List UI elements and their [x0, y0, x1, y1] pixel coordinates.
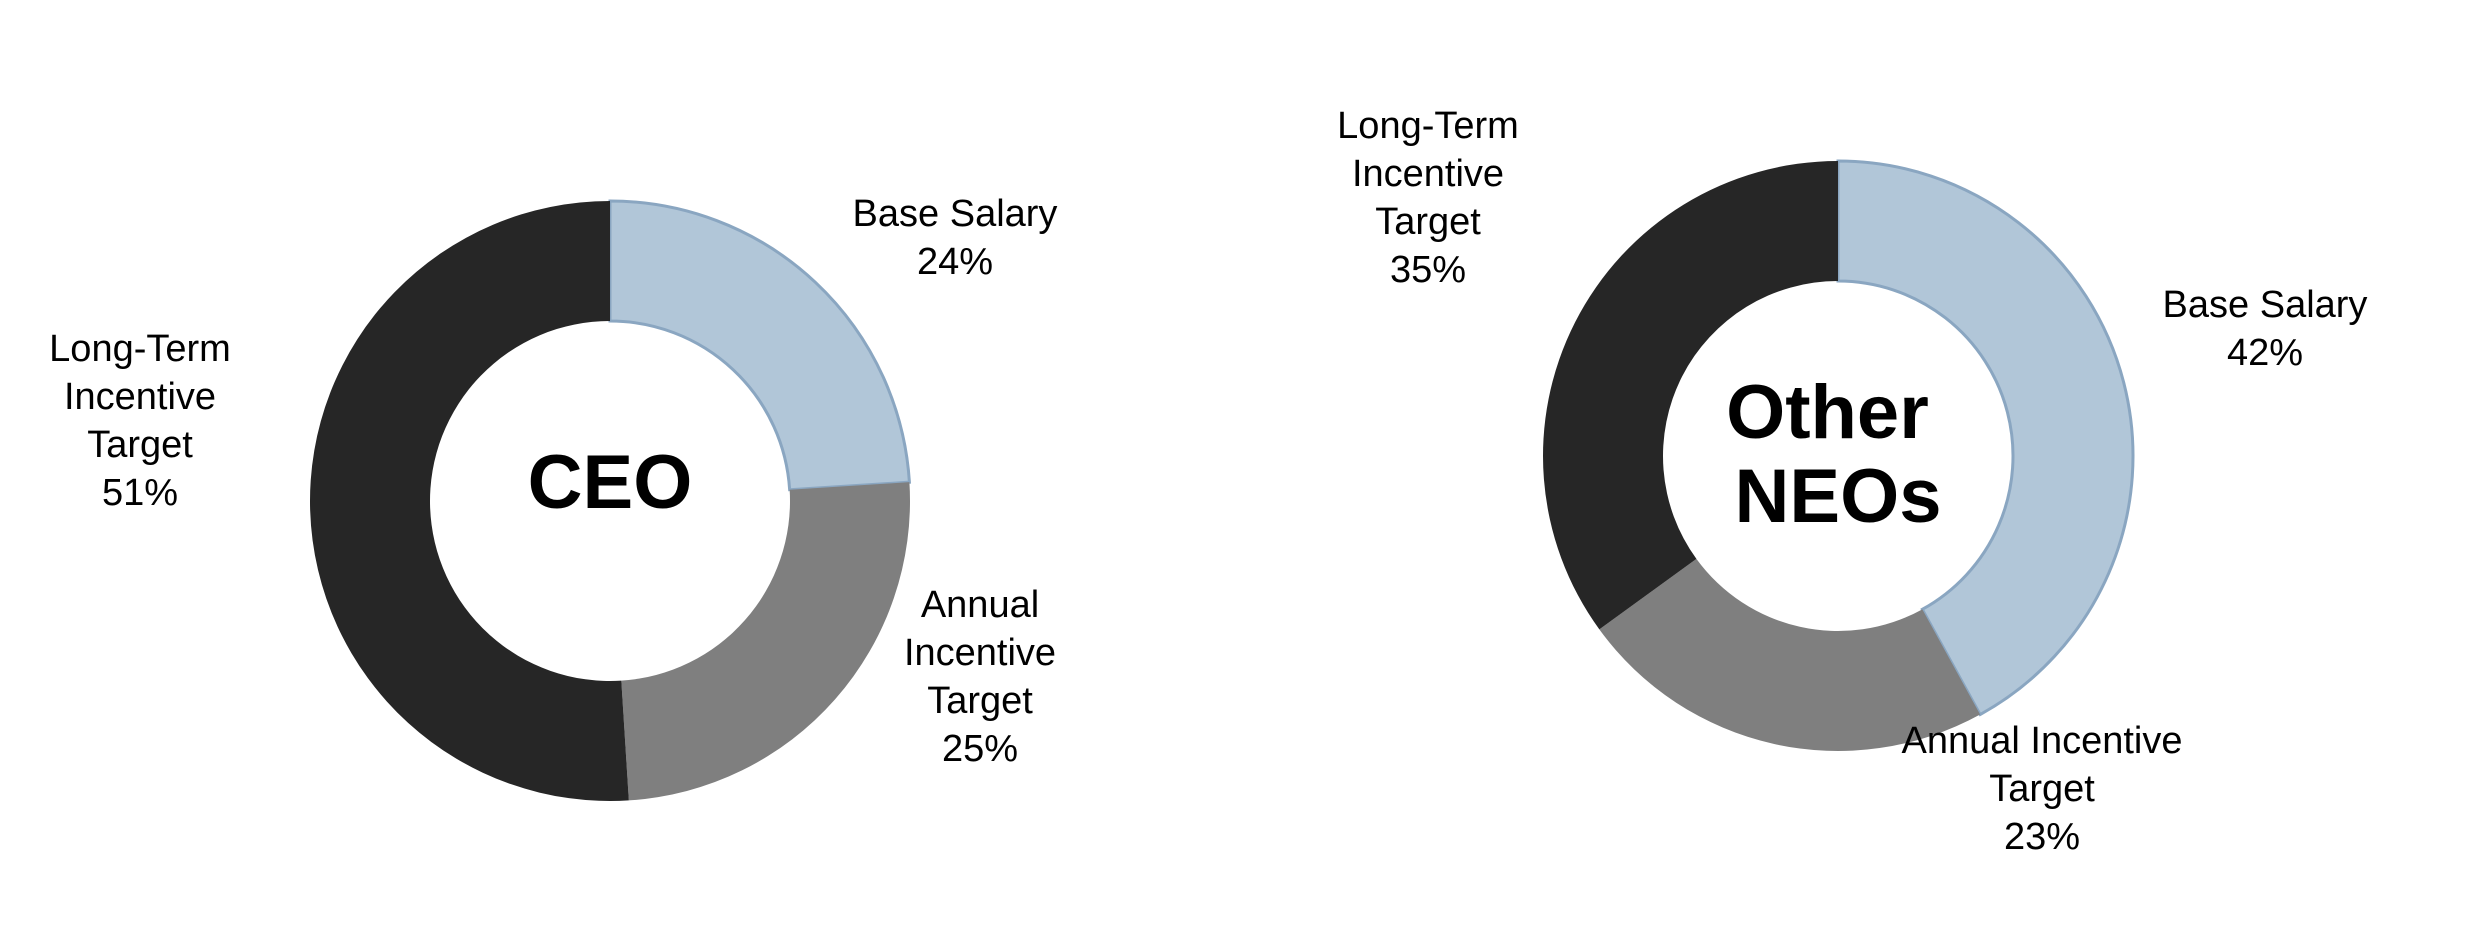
donut-chart-other-neos: Other NEOs Base Salary 42% Annual Incentiv…: [1337, 105, 2367, 858]
slice-name-label: Incentive: [904, 632, 1056, 674]
slice-name-label: Base Salary: [2163, 284, 2368, 326]
slice-label-0-1: Annual Incentive Target 25%: [904, 584, 1056, 770]
slice-name-label: Target: [1989, 768, 2095, 810]
slice-label-0-2: Long-Term Incentive Target 51%: [49, 328, 231, 514]
slice-name-label: Long-Term: [49, 328, 231, 370]
slice-label-1-2: Long-Term Incentive Target 35%: [1337, 105, 1519, 291]
slice-value-label: 42%: [2227, 332, 2303, 374]
slice-label-0-0: Base Salary 24%: [853, 193, 1058, 283]
slice-value-label: 51%: [102, 472, 178, 514]
donut-slice-0-2: [309, 201, 629, 802]
donut-slice-0-0: [608, 199, 912, 492]
center-title-other-neos: Other NEOs: [1726, 370, 1950, 539]
slice-value-label: 25%: [942, 728, 1018, 770]
donut-slice-1-0: [1836, 159, 2135, 717]
slice-name-label: Target: [1375, 201, 1481, 243]
slice-name-label: Annual Incentive: [1902, 720, 2183, 762]
donut-slice-0-1: [621, 482, 910, 801]
center-title-ceo: CEO: [528, 440, 693, 525]
slice-name-label: Target: [87, 424, 193, 466]
slice-name-label: Target: [927, 680, 1033, 722]
slice-name-label: Base Salary: [853, 193, 1058, 235]
slice-value-label: 23%: [2004, 816, 2080, 858]
slice-label-1-1: Annual Incentive Target 23%: [1902, 720, 2183, 858]
donut-chart-ceo: CEO Base Salary 24% Annual Incentive Target 2…: [49, 193, 1058, 802]
slice-value-label: 35%: [1390, 249, 1466, 291]
slice-label-1-0: Base Salary 42%: [2163, 284, 2368, 374]
slice-name-label: Long-Term: [1337, 105, 1519, 147]
slice-value-label: 24%: [917, 241, 993, 283]
slice-name-label: Incentive: [64, 376, 216, 418]
donut-slice-1-1: [1599, 558, 1981, 752]
donut-slice-1-2: [1543, 161, 1838, 630]
slice-name-label: Annual: [921, 584, 1039, 626]
slice-name-label: Incentive: [1352, 153, 1504, 195]
